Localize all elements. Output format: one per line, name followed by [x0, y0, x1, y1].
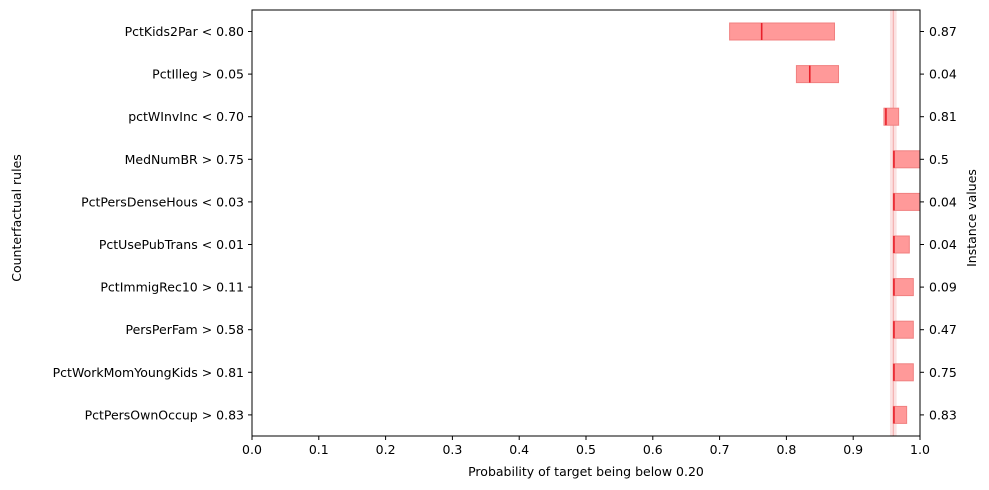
x-tick-label: 0.2: [376, 442, 396, 457]
interval-bar: [892, 278, 914, 297]
rule-label: PersPerFam > 0.58: [126, 322, 245, 337]
x-tick-label: 0.1: [309, 442, 329, 457]
rule-label: MedNumBR > 0.75: [125, 152, 244, 167]
rule-label: PctPersDenseHous < 0.03: [81, 194, 244, 209]
interval-bar: [892, 235, 910, 254]
x-tick-label: 0.7: [710, 442, 730, 457]
instance-value: 0.09: [929, 280, 957, 295]
instance-value: 0.47: [929, 322, 957, 337]
x-tick-label: 0.6: [643, 442, 663, 457]
interval-bar: [892, 150, 921, 169]
instance-value: 0.04: [929, 194, 957, 209]
plot-frame: [251, 9, 921, 437]
x-tick-label: 0.9: [843, 442, 863, 457]
interval-bar: [892, 320, 914, 339]
rule-label: PctKids2Par < 0.80: [125, 24, 244, 39]
rule-label: PctPersOwnOccup > 0.83: [85, 407, 244, 422]
rule-label: PctUsePubTrans < 0.01: [99, 237, 244, 252]
y-axis-title: Counterfactual rules: [9, 154, 24, 282]
instance-value: 0.81: [929, 109, 957, 124]
x-tick-label: 0.8: [776, 442, 796, 457]
x-tick-label: 0.5: [576, 442, 596, 457]
interval-bar: [729, 22, 835, 41]
instance-value: 0.04: [929, 67, 957, 82]
rule-label: PctIlleg > 0.05: [152, 67, 244, 82]
interval-bar: [883, 107, 900, 126]
instance-value: 0.83: [929, 407, 957, 422]
instance-value: 0.87: [929, 24, 957, 39]
rule-label: PctWorkMomYoungKids > 0.81: [53, 365, 244, 380]
plot-area: PctKids2Par < 0.80 0.87 PctIlleg > 0.05 0.0…: [53, 9, 957, 457]
x-tick-label: 0.3: [442, 442, 462, 457]
x-tick-label: 0.4: [509, 442, 529, 457]
x-axis-title: Probability of target being below 0.20: [468, 464, 704, 479]
interval-bar: [892, 363, 914, 382]
instance-value: 0.04: [929, 237, 957, 252]
y2-axis-title: Instance values: [964, 169, 979, 267]
x-tick-label: 0.0: [242, 442, 262, 457]
rule-label: pctWInvInc < 0.70: [128, 109, 244, 124]
interval-bar: [795, 65, 840, 84]
interval-bar: [892, 405, 908, 424]
instance-value: 0.5: [929, 152, 949, 167]
interval-bar: [892, 192, 921, 211]
rule-label: PctImmigRec10 > 0.11: [100, 280, 244, 295]
x-tick-label: 1.0: [910, 442, 930, 457]
instance-value: 0.75: [929, 365, 957, 380]
